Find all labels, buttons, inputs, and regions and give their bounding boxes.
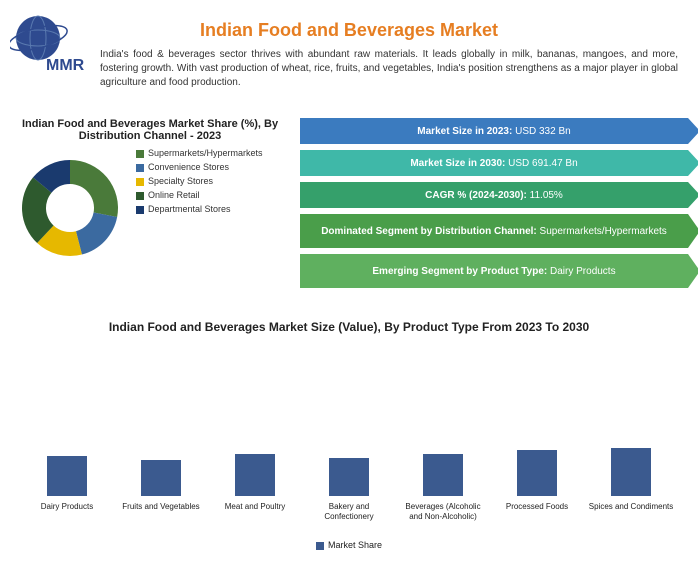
mid-row: Indian Food and Beverages Market Share (…	[10, 118, 688, 294]
stat-bars-section: Market Size in 2023: USD 332 Bn Market Si…	[290, 118, 688, 294]
legend-swatch	[136, 178, 144, 186]
bar-column: Fruits and Vegetables	[116, 460, 206, 530]
bar-column: Spices and Condiments	[586, 448, 676, 530]
legend-swatch	[136, 164, 144, 172]
stat-bar: Emerging Segment by Product Type: Dairy …	[300, 254, 688, 288]
legend-item: Supermarkets/Hypermarkets	[136, 148, 290, 158]
logo-text: MMR	[46, 57, 85, 74]
arrow-icon	[688, 182, 698, 208]
stat-bar: Market Size in 2023: USD 332 Bn	[300, 118, 688, 144]
legend-item: Departmental Stores	[136, 204, 290, 214]
stat-bar-text: Dominated Segment by Distribution Channe…	[321, 226, 667, 237]
bar-column: Dairy Products	[22, 456, 112, 530]
legend-label: Convenience Stores	[148, 162, 229, 172]
arrow-icon	[688, 214, 698, 248]
stat-bar: CAGR % (2024-2030): 11.05%	[300, 182, 688, 208]
bar-column: Meat and Poultry	[210, 454, 300, 530]
bar-rect	[235, 454, 275, 496]
bar-rect	[141, 460, 181, 496]
bar-label: Spices and Condiments	[589, 502, 674, 530]
bar-chart-title: Indian Food and Beverages Market Size (V…	[0, 320, 698, 334]
bar-rect	[423, 454, 463, 496]
arrow-icon	[688, 254, 698, 288]
bar-label: Beverages (Alcoholic and Non-Alcoholic)	[398, 502, 488, 530]
stat-bar: Dominated Segment by Distribution Channe…	[300, 214, 688, 248]
donut-chart	[10, 148, 130, 268]
legend-item: Convenience Stores	[136, 162, 290, 172]
legend-label: Specialty Stores	[148, 176, 213, 186]
bar-column: Processed Foods	[492, 450, 582, 530]
stat-bar: Market Size in 2030: USD 691.47 Bn	[300, 150, 688, 176]
bar-column: Bakery and Confectionery	[304, 458, 394, 530]
bar-rect	[611, 448, 651, 496]
legend-label: Supermarkets/Hypermarkets	[148, 148, 263, 158]
stat-bar-text: Emerging Segment by Product Type: Dairy …	[372, 266, 615, 277]
bar-chart-legend: Market Share	[0, 540, 698, 550]
stat-bar-text: Market Size in 2030: USD 691.47 Bn	[410, 158, 577, 169]
bar-rect	[517, 450, 557, 496]
stat-bar-text: CAGR % (2024-2030): 11.05%	[425, 190, 563, 201]
bar-legend-label: Market Share	[328, 540, 382, 550]
donut-title: Indian Food and Beverages Market Share (…	[10, 118, 290, 148]
donut-chart-section: Indian Food and Beverages Market Share (…	[10, 118, 290, 294]
description-text: India's food & beverages sector thrives …	[100, 48, 678, 90]
stat-bar-text: Market Size in 2023: USD 332 Bn	[417, 126, 570, 137]
bar-label: Fruits and Vegetables	[122, 502, 199, 530]
legend-label: Online Retail	[148, 190, 200, 200]
bar-label: Meat and Poultry	[225, 502, 285, 530]
bar-label: Processed Foods	[506, 502, 568, 530]
bar-rect	[47, 456, 87, 496]
legend-swatch	[136, 192, 144, 200]
legend-item: Online Retail	[136, 190, 290, 200]
legend-label: Departmental Stores	[148, 204, 231, 214]
bar-legend-swatch	[316, 542, 324, 550]
bar-chart: Dairy Products Fruits and Vegetables Meat …	[20, 360, 678, 530]
bar-column: Beverages (Alcoholic and Non-Alcoholic)	[398, 454, 488, 530]
donut-slice	[76, 212, 117, 254]
arrow-icon	[688, 118, 698, 144]
legend-swatch	[136, 206, 144, 214]
donut-legend: Supermarkets/Hypermarkets Convenience Sto…	[130, 148, 290, 268]
arrow-icon	[688, 150, 698, 176]
legend-swatch	[136, 150, 144, 158]
page-title: Indian Food and Beverages Market	[0, 20, 698, 41]
bar-rect	[329, 458, 369, 496]
bar-label: Dairy Products	[41, 502, 93, 530]
legend-item: Specialty Stores	[136, 176, 290, 186]
donut-slice	[70, 160, 118, 217]
bar-label: Bakery and Confectionery	[304, 502, 394, 530]
